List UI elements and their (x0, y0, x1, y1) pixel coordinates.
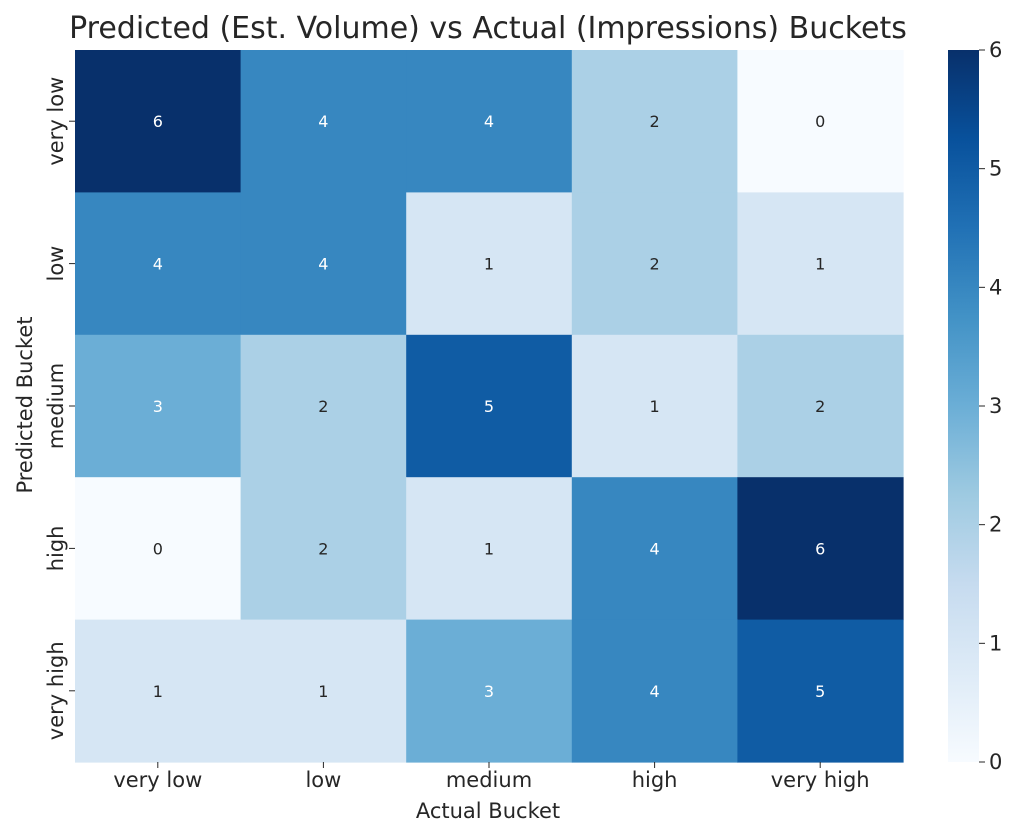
cell-value-label: 3 (153, 397, 163, 416)
heatmap-cell (406, 50, 573, 193)
colorbar-tick-label: 4 (989, 275, 1002, 299)
heatmap-cell (737, 334, 904, 478)
cell-value-label: 4 (484, 112, 494, 131)
y-tick-label: very low (44, 77, 68, 166)
cell-value-label: 6 (153, 112, 163, 131)
y-axis: very low low medium high very high (44, 77, 75, 740)
heatmap-cell (240, 334, 407, 478)
cell-value-label: 1 (484, 255, 494, 274)
colorbar-tick-label: 3 (989, 394, 1002, 418)
colorbar-tick-label: 6 (989, 38, 1002, 62)
heatmap-cell (75, 334, 242, 478)
heatmap-cell (240, 477, 407, 621)
cell-value-label: 4 (153, 255, 163, 274)
heatmap-cell (75, 477, 242, 621)
heatmap-cell (571, 334, 738, 478)
cell-value-label: 0 (815, 112, 825, 131)
colorbar-tick-label: 2 (989, 513, 1002, 537)
cell-value-label: 2 (650, 112, 660, 131)
cell-value-label: 4 (650, 682, 660, 701)
heatmap-cell (240, 50, 407, 193)
cell-value-label: 1 (650, 397, 660, 416)
cell-value-label: 5 (815, 682, 825, 701)
y-tick-label: very high (44, 641, 68, 740)
cell-value-label: 3 (484, 682, 494, 701)
x-axis-label: Actual Bucket (416, 799, 560, 823)
colorbar-gradient (948, 50, 979, 762)
cell-value-label: 2 (318, 539, 328, 558)
cell-value-label: 1 (484, 539, 494, 558)
heatmap-cell (571, 477, 738, 621)
y-tick-label: high (44, 526, 68, 572)
x-axis: very low low medium high very high (113, 762, 870, 792)
heatmap-cell (406, 192, 573, 336)
colorbar-tick-label: 1 (989, 631, 1002, 655)
x-tick-label: medium (446, 768, 532, 792)
colorbar: 0 1 2 3 4 5 6 (948, 38, 1002, 774)
heatmap-cell (737, 619, 904, 763)
cell-value-label: 4 (318, 112, 328, 131)
heatmap-cell (240, 619, 407, 763)
colorbar-tick-label: 0 (989, 750, 1002, 774)
heatmap-cell (406, 477, 573, 621)
cell-value-label: 1 (318, 682, 328, 701)
cell-value-label: 6 (815, 539, 825, 558)
cell-value-label: 2 (815, 397, 825, 416)
cell-value-label: 5 (484, 397, 494, 416)
heatmap-cell (406, 334, 573, 478)
x-tick-label: high (632, 768, 678, 792)
cell-value-label: 4 (650, 539, 660, 558)
x-tick-label: low (305, 768, 341, 792)
y-axis-label: Predicted Bucket (13, 316, 37, 493)
heatmap-cell (240, 192, 407, 336)
heatmap-cell (75, 192, 242, 336)
chart-title: Predicted (Est. Volume) vs Actual (Impre… (69, 11, 907, 46)
heatmap-cell (737, 192, 904, 336)
x-tick-label: very high (771, 768, 870, 792)
cell-value-label: 0 (153, 539, 163, 558)
y-tick-label: medium (44, 363, 68, 449)
cell-value-label: 1 (815, 255, 825, 274)
heatmap-cell (406, 619, 573, 763)
heatmap-cell (571, 50, 738, 193)
cell-value-label: 2 (318, 397, 328, 416)
heatmap-cell (571, 192, 738, 336)
cell-value-label: 2 (650, 255, 660, 274)
heatmap-cell (737, 477, 904, 621)
heatmap-cells: 6 4 4 2 0 4 4 1 2 1 3 2 5 1 2 0 2 1 4 6 1 1 3 4 5 (75, 50, 904, 763)
heatmap-cell (75, 619, 242, 763)
colorbar-tick-label: 5 (989, 157, 1002, 181)
heatmap-cell (75, 50, 242, 193)
y-tick-label: low (44, 246, 68, 282)
x-tick-label: very low (113, 768, 202, 792)
heatmap-cell (737, 50, 904, 193)
cell-value-label: 1 (153, 682, 163, 701)
heatmap-cell (571, 619, 738, 763)
cell-value-label: 4 (318, 255, 328, 274)
